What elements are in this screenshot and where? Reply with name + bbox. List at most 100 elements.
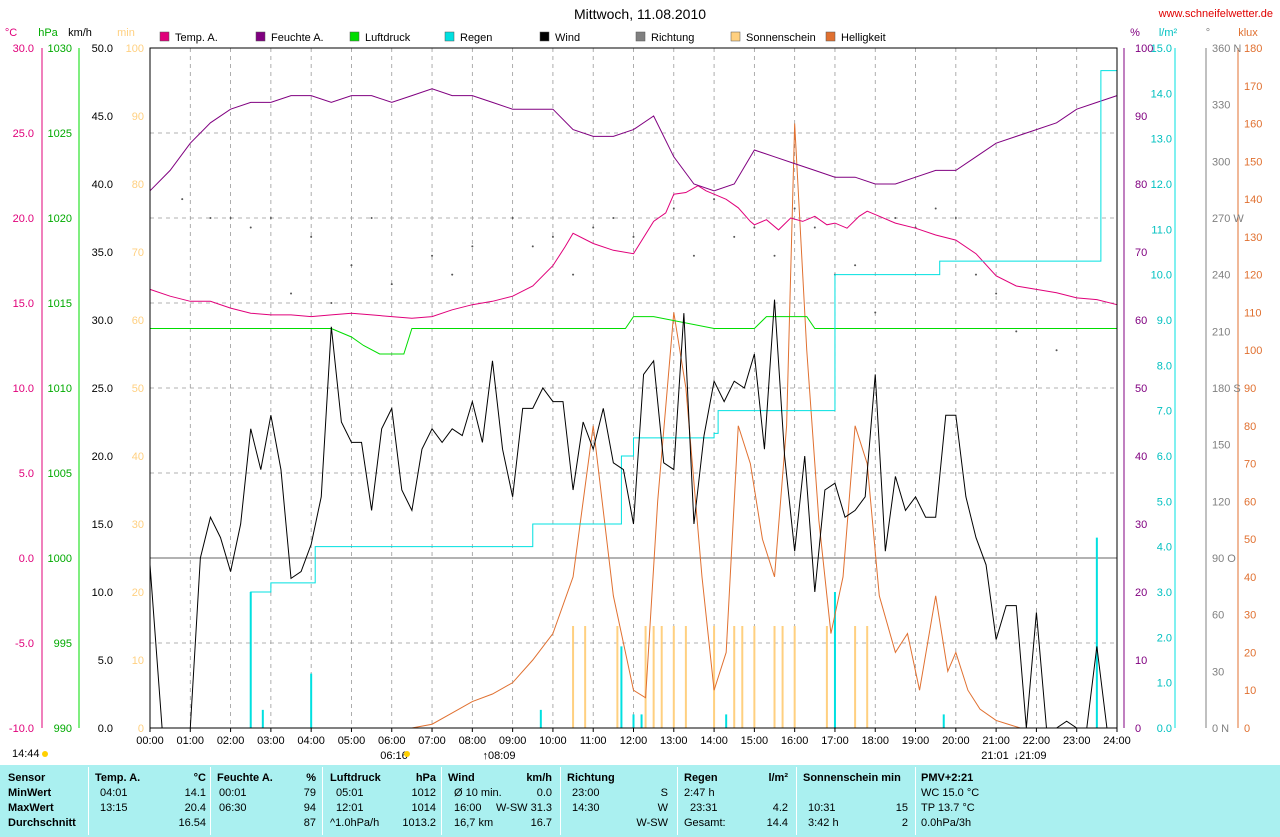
- direction-dot: [249, 226, 252, 229]
- press-header: Luftdruck: [330, 772, 381, 784]
- press-min-value: 1012: [411, 787, 436, 799]
- direction-dot: [511, 217, 514, 219]
- tick-rain: 13.0: [1151, 134, 1172, 146]
- direction-dot: [672, 207, 675, 210]
- tick-wind: 25.0: [92, 383, 113, 395]
- temp-max-time: 13:15: [100, 802, 128, 814]
- row-label-avg: Durchschnitt: [8, 817, 76, 829]
- tick-klux: 60: [1244, 496, 1256, 508]
- temp-min-value: 14.1: [184, 787, 206, 799]
- legend-label-2: Luftdruck: [365, 32, 411, 44]
- tick-min: 0: [138, 723, 144, 735]
- tick-dir: 30: [1212, 666, 1224, 678]
- tick-time: 19:00: [902, 735, 930, 747]
- direction-dot: [793, 207, 796, 210]
- direction-dot: [934, 207, 937, 210]
- tick-klux: 160: [1244, 119, 1262, 131]
- hum-max-value: 94: [303, 802, 316, 814]
- tick-min: 90: [132, 111, 144, 123]
- tick-time: 13:00: [660, 735, 688, 747]
- legend-label-0: Temp. A.: [175, 32, 218, 44]
- tick-dir: 180 S: [1212, 383, 1241, 395]
- direction-dot: [612, 217, 615, 219]
- tick-dir: 0 N: [1212, 723, 1229, 735]
- tick-time: 23:00: [1063, 735, 1091, 747]
- row-label-max: MaxWert: [8, 802, 54, 814]
- tick-dir: 120: [1212, 496, 1230, 508]
- direction-dot: [209, 217, 212, 219]
- tick-pct: 80: [1135, 179, 1147, 191]
- wind-distance: 16,7 km: [454, 817, 494, 829]
- series-line-1: [149, 88, 1118, 192]
- wind-unit: km/h: [526, 772, 552, 784]
- direction-dot: [713, 198, 716, 201]
- tick-hpa: 1025: [48, 128, 72, 140]
- tick-labels: 30.025.020.015.010.05.00.0-5.0-10.010301…: [9, 43, 1262, 747]
- tick-hpa: 1010: [48, 383, 72, 395]
- tick-min: 80: [132, 179, 144, 191]
- tick-rain: 7.0: [1157, 406, 1172, 418]
- weather-chart: Mittwoch, 11.08.2010 www.schneifelwetter…: [5, 6, 1273, 762]
- site-link[interactable]: www.schneifelwetter.de: [1158, 8, 1273, 20]
- hum-max-time: 06:30: [219, 802, 247, 814]
- tick-pct: 40: [1135, 451, 1147, 463]
- tick-pct: 70: [1135, 247, 1147, 259]
- tick-temp: 20.0: [13, 213, 34, 225]
- tick-time: 24:00: [1103, 735, 1131, 747]
- bars-layer: [249, 537, 1098, 728]
- sunrise-icon: [404, 751, 410, 757]
- tick-dir: 270 W: [1212, 213, 1244, 225]
- direction-dot: [531, 245, 534, 248]
- hum-min-time: 00:01: [219, 787, 247, 799]
- tick-wind: 0.0: [98, 723, 113, 735]
- wind-min-value: 0.0: [536, 787, 552, 799]
- dir-avg-value: W-SW: [636, 817, 668, 829]
- direction-dot: [572, 273, 575, 276]
- pmv-wc: WC 15.0 °C: [921, 787, 980, 799]
- direction-dot: [551, 235, 554, 238]
- tick-dir: 240: [1212, 270, 1230, 282]
- sun-moon-annotations: 06:16 ↑08:09 21:01 ↓21:09 14:44: [12, 748, 1047, 762]
- tick-time: 07:00: [418, 735, 446, 747]
- tick-rain: 6.0: [1157, 451, 1172, 463]
- tick-klux: 140: [1244, 194, 1262, 206]
- tick-klux: 20: [1244, 647, 1256, 659]
- tick-wind: 35.0: [92, 247, 113, 259]
- tick-min: 20: [132, 587, 144, 599]
- tick-klux: 170: [1244, 81, 1262, 93]
- tick-klux: 10: [1244, 685, 1256, 697]
- temp-min-time: 04:01: [100, 787, 128, 799]
- tick-rain: 0.0: [1157, 723, 1172, 735]
- pmv-tp: TP 13.7 °C: [921, 802, 975, 814]
- unit-right-3: klux: [1238, 27, 1258, 39]
- tick-klux: 70: [1244, 459, 1256, 471]
- tick-min: 10: [132, 655, 144, 667]
- tick-temp: -5.0: [15, 638, 34, 650]
- temp-avg-value: 16.54: [178, 817, 206, 829]
- tick-dir: 150: [1212, 440, 1230, 452]
- tick-min: 50: [132, 383, 144, 395]
- tick-time: 16:00: [781, 735, 809, 747]
- tick-wind: 5.0: [98, 655, 113, 667]
- direction-dot: [813, 226, 816, 229]
- sunset-label: 21:01: [981, 750, 1009, 762]
- series-line-3: [150, 70, 1117, 729]
- tick-temp: 10.0: [13, 383, 34, 395]
- wind-min-label: Ø 10 min.: [454, 787, 502, 799]
- chart-title: Mittwoch, 11.08.2010: [574, 6, 706, 22]
- direction-dot: [854, 264, 857, 267]
- sun-max-time: 10:31: [808, 802, 836, 814]
- direction-dot: [954, 217, 957, 219]
- unit-right-0: %: [1130, 27, 1140, 39]
- unit-left-3: min: [117, 27, 135, 39]
- direction-dot: [390, 283, 393, 286]
- tick-pct: 20: [1135, 587, 1147, 599]
- tick-klux: 30: [1244, 610, 1256, 622]
- tick-rain: 4.0: [1157, 542, 1172, 554]
- direction-dot: [1055, 349, 1058, 352]
- direction-dot: [733, 235, 736, 238]
- dir-min-time: 23:00: [572, 787, 600, 799]
- legend-label-6: Sonnenschein: [746, 32, 816, 44]
- tick-rain: 14.0: [1151, 88, 1172, 100]
- dir-min-value: S: [660, 787, 668, 799]
